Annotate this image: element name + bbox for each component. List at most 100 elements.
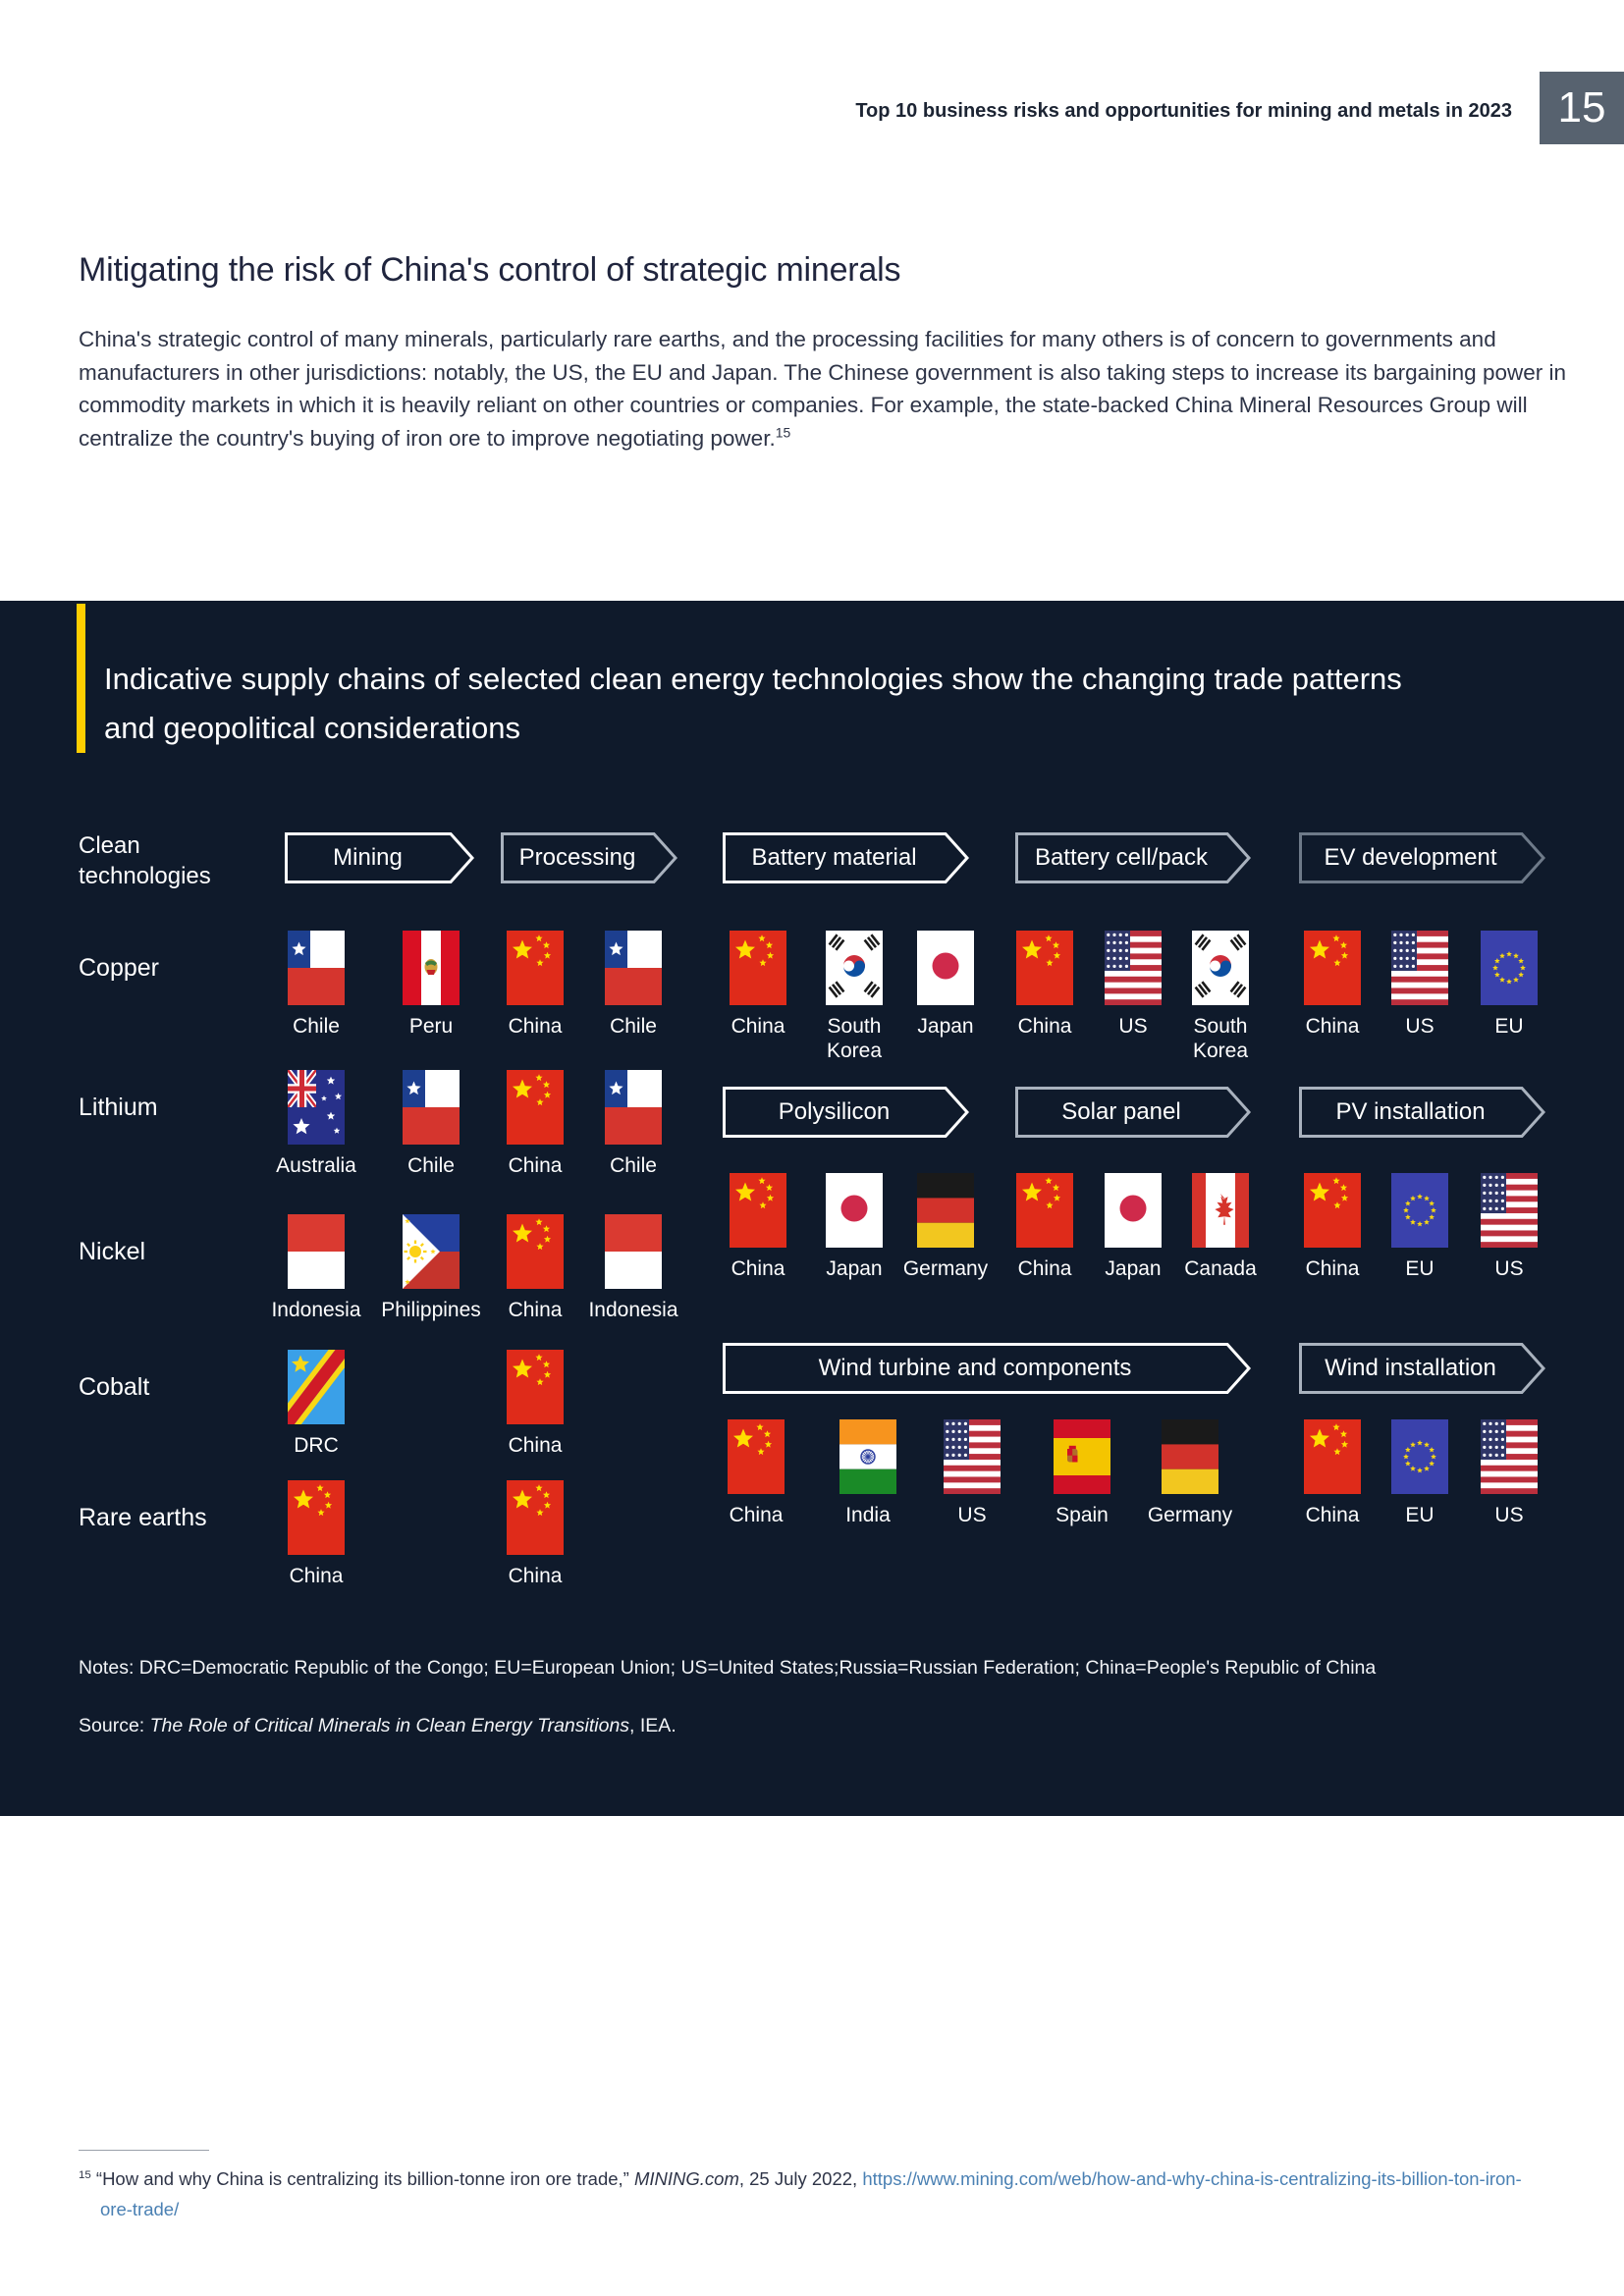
supply-node-japan: Japan bbox=[799, 1173, 909, 1281]
flag-china-icon bbox=[507, 931, 564, 1005]
flag-china-icon bbox=[1304, 1173, 1361, 1248]
supply-node-china: China bbox=[480, 931, 590, 1039]
flag-china-icon bbox=[730, 1173, 786, 1248]
source-prefix: Source: bbox=[79, 1715, 150, 1736]
stage-arrow-pv-installation: PV installation bbox=[1299, 1087, 1545, 1138]
stage-arrow-solar-panel: Solar panel bbox=[1015, 1087, 1251, 1138]
flag-us-icon bbox=[1105, 931, 1162, 1005]
flag-peru-icon bbox=[403, 931, 460, 1005]
supply-node-japan: Japan bbox=[1078, 1173, 1188, 1281]
flag-china-icon bbox=[1016, 931, 1073, 1005]
country-label: China bbox=[731, 1015, 785, 1038]
country-label: Japan bbox=[917, 1015, 974, 1038]
supply-node-china: China bbox=[703, 1173, 813, 1281]
stage-arrow-ev-development: EV development bbox=[1299, 832, 1545, 883]
supply-node-indonesia: Indonesia bbox=[261, 1214, 371, 1322]
footnote-reference: 15 bbox=[775, 424, 791, 440]
footnote-source: MINING.com bbox=[633, 2168, 739, 2189]
flag-drc-icon bbox=[288, 1350, 345, 1424]
diagram-notes: Notes: DRC=Democratic Republic of the Co… bbox=[79, 1657, 1377, 1679]
flag-chile-icon bbox=[403, 1070, 460, 1145]
country-label: US bbox=[957, 1504, 987, 1526]
flag-japan-icon bbox=[826, 1173, 883, 1248]
country-label: EU bbox=[1494, 1015, 1524, 1038]
flag-chile-icon bbox=[605, 1070, 662, 1145]
country-label: Indonesia bbox=[588, 1299, 678, 1321]
supply-node-drc: DRC bbox=[261, 1350, 371, 1458]
country-label: Chile bbox=[293, 1015, 340, 1038]
country-label: China bbox=[1305, 1504, 1360, 1526]
flag-eu-icon bbox=[1391, 1173, 1448, 1248]
supply-node-china: China bbox=[990, 931, 1100, 1039]
country-label: China bbox=[508, 1565, 563, 1587]
country-label: China bbox=[1017, 1257, 1072, 1280]
supply-node-us: US bbox=[1454, 1419, 1564, 1527]
supply-node-china: China bbox=[701, 1419, 811, 1527]
flag-us-icon bbox=[944, 1419, 1001, 1494]
supply-node-china: China bbox=[703, 931, 813, 1039]
flag-spain-icon bbox=[1054, 1419, 1110, 1494]
stage-arrow-label: PV installation bbox=[1335, 1098, 1486, 1125]
flag-philippines-icon bbox=[403, 1214, 460, 1289]
supply-node-china: China bbox=[480, 1214, 590, 1322]
flag-china-icon bbox=[728, 1419, 785, 1494]
flag-eu-icon bbox=[1481, 931, 1538, 1005]
mineral-label-copper: Copper bbox=[79, 954, 159, 982]
country-label: Spain bbox=[1056, 1504, 1109, 1526]
supply-node-chile: Chile bbox=[578, 931, 688, 1039]
source-line: Source: The Role of Critical Minerals in… bbox=[79, 1715, 677, 1737]
flag-eu-icon bbox=[1391, 1419, 1448, 1494]
flag-china-icon bbox=[1304, 931, 1361, 1005]
article-body-text: China's strategic control of many minera… bbox=[79, 327, 1566, 451]
country-label: China bbox=[508, 1154, 563, 1177]
stage-arrow-processing: Processing bbox=[501, 832, 677, 883]
footnote-quote: “How and why China is centralizing its b… bbox=[95, 2168, 634, 2189]
flag-chile-icon bbox=[605, 931, 662, 1005]
page-number: 15 bbox=[1557, 83, 1606, 132]
supply-node-china: China bbox=[480, 1480, 590, 1588]
flag-us-icon bbox=[1481, 1419, 1538, 1494]
supply-node-china: China bbox=[480, 1070, 590, 1178]
country-label: US bbox=[1405, 1015, 1435, 1038]
supply-node-eu: EU bbox=[1365, 1173, 1475, 1281]
supply-node-china: China bbox=[261, 1480, 371, 1588]
supply-node-china: China bbox=[1277, 931, 1387, 1039]
country-label: Australia bbox=[276, 1154, 356, 1177]
stage-arrow-label: Processing bbox=[518, 844, 636, 871]
stage-arrow-label: EV development bbox=[1324, 844, 1497, 871]
page-number-badge: 15 bbox=[1540, 72, 1624, 144]
country-label: EU bbox=[1405, 1257, 1435, 1280]
country-label: Germany bbox=[1147, 1504, 1233, 1526]
flag-indonesia-icon bbox=[605, 1214, 662, 1289]
supply-node-south-korea: South Korea bbox=[1165, 931, 1275, 1063]
country-label: Peru bbox=[408, 1015, 454, 1038]
flag-japan-icon bbox=[1105, 1173, 1162, 1248]
flag-canada-icon bbox=[1192, 1173, 1249, 1248]
flag-japan-icon bbox=[917, 931, 974, 1005]
supply-node-philippines: Philippines bbox=[376, 1214, 486, 1322]
flag-china-icon bbox=[1016, 1173, 1073, 1248]
country-label: Indonesia bbox=[271, 1299, 361, 1321]
country-label: China bbox=[508, 1299, 563, 1321]
country-label: China bbox=[731, 1257, 785, 1280]
mineral-label-rare-earths: Rare earths bbox=[79, 1504, 207, 1531]
flag-us-icon bbox=[1481, 1173, 1538, 1248]
country-label: Chile bbox=[407, 1154, 455, 1177]
flag-south-korea-icon bbox=[826, 931, 883, 1005]
country-label: Chile bbox=[610, 1154, 657, 1177]
stage-arrow-wind-installation: Wind installation bbox=[1299, 1343, 1545, 1394]
country-label: China bbox=[508, 1015, 563, 1038]
country-label: China bbox=[729, 1504, 784, 1526]
supply-node-australia: Australia bbox=[261, 1070, 371, 1178]
supply-node-indonesia: Indonesia bbox=[578, 1214, 688, 1322]
supply-node-china: China bbox=[1277, 1173, 1387, 1281]
stage-arrow-label: Battery cell/pack bbox=[1034, 844, 1209, 871]
country-label: India bbox=[845, 1504, 891, 1526]
supply-node-china: China bbox=[1277, 1419, 1387, 1527]
country-label: South Korea bbox=[1192, 1015, 1249, 1062]
footnote-link[interactable]: https://www.mining.com/web/how-and-why-c… bbox=[100, 2168, 1522, 2219]
country-label: EU bbox=[1405, 1504, 1435, 1526]
supply-node-japan: Japan bbox=[891, 931, 1001, 1039]
country-label: US bbox=[1494, 1504, 1524, 1526]
